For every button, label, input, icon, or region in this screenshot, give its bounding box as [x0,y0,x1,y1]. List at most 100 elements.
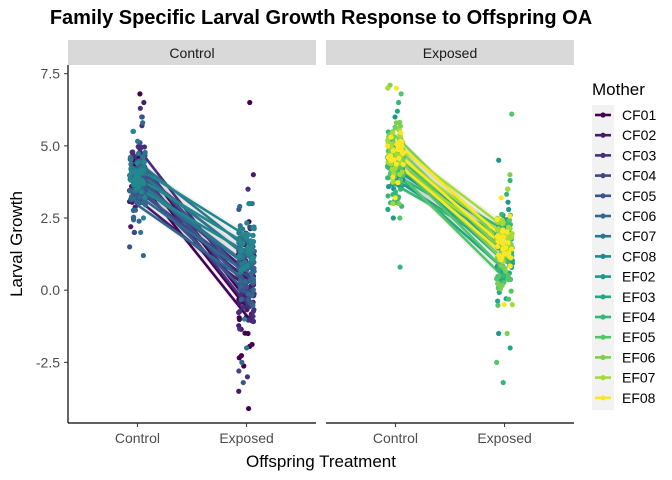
point-cf06 [140,252,146,259]
line-cf07 [136,180,248,265]
y-tick-label: 7.5 [41,66,61,82]
point-ef02 [506,206,512,213]
line-ef08 [394,160,506,257]
line-cf08 [136,166,248,238]
point-cf01 [236,355,242,361]
point-cf08 [141,159,147,166]
panel-control [126,91,257,412]
legend-key-point [600,334,606,340]
point-cf06 [250,302,256,309]
point-cf08 [134,186,140,192]
point-cf08 [130,128,137,135]
point-cf03 [137,105,143,111]
point-cf03 [251,307,257,313]
point-cf08 [128,177,134,183]
legend-key-point [600,294,606,300]
point-ef08 [390,148,396,154]
line-cf06 [136,203,248,283]
y-tick-label: 5.0 [41,138,61,154]
point-ef08 [505,240,511,246]
point-cf08 [140,215,147,221]
legend-key-point [600,314,606,320]
point-cf06 [251,279,257,286]
legend-key-point [600,193,606,199]
point-cf03 [138,144,145,150]
facet-strip-control-label: Control [169,45,214,61]
point-ef08 [504,229,510,235]
point-cf06 [237,203,243,210]
point-cf08 [245,245,251,251]
x-tick-label: Control [373,430,418,446]
point-ef02 [390,215,396,221]
point-ef08 [503,245,509,251]
point-ef08 [498,239,505,245]
point-cf03 [250,318,256,325]
point-ef08 [400,150,406,156]
legend: CF01 CF02 CF03 CF04 CF05 CF06 CF07 CF08 EF02 EF03… [592,105,656,410]
point-cf06 [136,200,142,206]
legend-item-cf07: CF07 [595,228,656,244]
point-ef02 [385,184,392,190]
point-ef05 [496,274,502,280]
point-cf03 [237,308,243,314]
point-ef06 [502,268,509,274]
legend-item-ef04: EF04 [595,309,656,325]
point-ef08 [507,263,513,269]
point-cf02 [128,224,134,230]
point-ef08 [500,227,506,233]
legend-item-cf05: CF05 [595,188,656,204]
point-cf03 [129,149,135,155]
y-ticks: -2.5 0.0 2.5 5.0 7.5 [36,66,68,370]
point-cf05 [139,114,145,120]
point-ef03 [495,298,501,304]
point-cf03 [245,186,251,192]
point-ef04 [496,267,502,273]
point-ef08 [384,143,391,149]
point-cf06 [132,207,139,213]
point-cf03 [250,313,256,319]
point-ef05 [509,111,515,117]
point-ef08 [501,234,507,240]
point-cf06 [137,194,143,200]
point-ef05 [506,217,513,223]
legend-label: CF07 [622,228,656,244]
point-ef07 [390,200,396,207]
legend-item-ef02: EF02 [595,269,656,285]
point-ef03 [385,206,391,212]
point-ef04 [499,211,505,217]
point-ef04 [385,193,391,199]
point-cf08 [250,240,256,246]
point-ef06 [495,280,501,287]
point-cf06 [239,359,245,365]
point-cf01 [245,405,252,412]
point-ef08 [494,233,500,240]
point-cf08 [249,246,255,253]
point-ef08 [494,216,500,222]
legend-item-ef06: EF06 [595,349,656,365]
point-cf08 [236,253,242,260]
legend-label: EF06 [622,349,656,365]
point-cf08 [134,160,140,166]
y-tick-label: 2.5 [41,210,61,226]
point-cf08 [133,169,139,175]
legend-key-point [600,112,606,118]
point-ef03 [394,108,400,114]
point-ef08 [396,155,402,161]
point-ef05 [495,302,501,308]
point-ef04 [392,189,399,195]
point-ef08 [498,257,504,263]
legend-label: EF07 [622,370,656,386]
point-ef06 [396,200,402,207]
line-ef04 [394,163,506,232]
x-tick-label: Exposed [219,430,273,446]
point-cf02 [236,388,242,394]
point-ef08 [501,251,508,257]
point-cf07 [128,156,134,162]
point-ef04 [397,264,403,270]
line-ef08 [394,140,506,241]
point-ef07 [390,130,396,136]
point-cf06 [237,278,244,284]
legend-key-point [600,233,606,239]
legend-item-ef05: EF05 [595,329,656,345]
point-cf08 [244,220,250,226]
